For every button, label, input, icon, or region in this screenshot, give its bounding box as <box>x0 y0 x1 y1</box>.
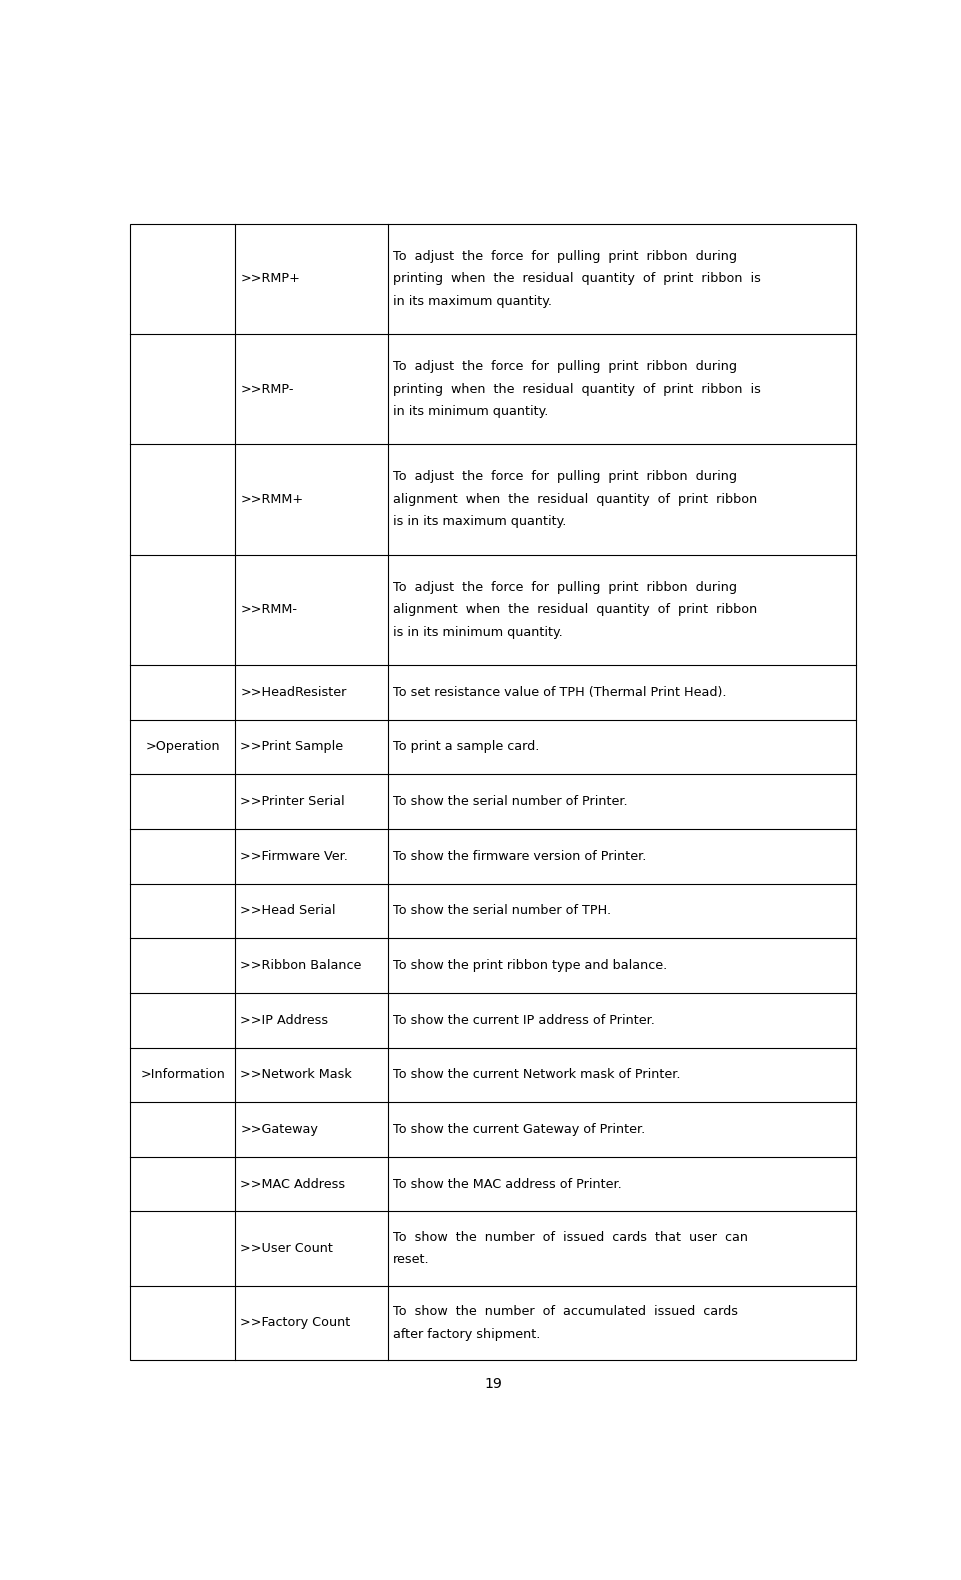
Text: >>IP Address: >>IP Address <box>240 1014 329 1027</box>
Text: To show the MAC address of Printer.: To show the MAC address of Printer. <box>392 1177 621 1191</box>
Text: in its minimum quantity.: in its minimum quantity. <box>392 404 548 419</box>
Text: >>User Count: >>User Count <box>240 1242 333 1255</box>
Text: To show the current Network mask of Printer.: To show the current Network mask of Prin… <box>392 1068 679 1081</box>
Text: >>MAC Address: >>MAC Address <box>240 1177 345 1191</box>
Text: To  adjust  the  force  for  pulling  print  ribbon  during: To adjust the force for pulling print ri… <box>392 360 736 373</box>
Text: To  adjust  the  force  for  pulling  print  ribbon  during: To adjust the force for pulling print ri… <box>392 471 736 483</box>
Text: To  adjust  the  force  for  pulling  print  ribbon  during: To adjust the force for pulling print ri… <box>392 250 736 262</box>
Text: >>RMM-: >>RMM- <box>240 604 297 616</box>
Text: after factory shipment.: after factory shipment. <box>392 1327 540 1340</box>
Text: >>RMP-: >>RMP- <box>240 382 294 395</box>
Text: reset.: reset. <box>392 1253 430 1266</box>
Text: To  adjust  the  force  for  pulling  print  ribbon  during: To adjust the force for pulling print ri… <box>392 581 736 594</box>
Text: >>Head Serial: >>Head Serial <box>240 904 335 918</box>
Text: >>Gateway: >>Gateway <box>240 1123 318 1136</box>
Text: >>Printer Serial: >>Printer Serial <box>240 795 345 807</box>
Text: printing  when  the  residual  quantity  of  print  ribbon  is: printing when the residual quantity of p… <box>392 272 760 286</box>
Text: >>Factory Count: >>Factory Count <box>240 1316 351 1329</box>
Text: 19: 19 <box>483 1378 502 1392</box>
Text: alignment  when  the  residual  quantity  of  print  ribbon: alignment when the residual quantity of … <box>392 493 756 506</box>
Text: To show the serial number of TPH.: To show the serial number of TPH. <box>392 904 610 918</box>
Text: >>Firmware Ver.: >>Firmware Ver. <box>240 850 348 863</box>
Text: >>Network Mask: >>Network Mask <box>240 1068 352 1081</box>
Text: To show the current Gateway of Printer.: To show the current Gateway of Printer. <box>392 1123 645 1136</box>
Text: alignment  when  the  residual  quantity  of  print  ribbon: alignment when the residual quantity of … <box>392 604 756 616</box>
Text: To show the firmware version of Printer.: To show the firmware version of Printer. <box>392 850 646 863</box>
Text: >>Ribbon Balance: >>Ribbon Balance <box>240 959 361 972</box>
Text: To  show  the  number  of  issued  cards  that  user  can: To show the number of issued cards that … <box>392 1231 747 1243</box>
Text: To  show  the  number  of  accumulated  issued  cards: To show the number of accumulated issued… <box>392 1305 737 1318</box>
Text: To show the current IP address of Printer.: To show the current IP address of Printe… <box>392 1014 654 1027</box>
Text: >Information: >Information <box>140 1068 225 1081</box>
Text: >>Print Sample: >>Print Sample <box>240 741 343 754</box>
Text: >>HeadResister: >>HeadResister <box>240 686 347 698</box>
Text: is in its minimum quantity.: is in its minimum quantity. <box>392 626 562 638</box>
Text: >>RMP+: >>RMP+ <box>240 272 300 286</box>
Text: printing  when  the  residual  quantity  of  print  ribbon  is: printing when the residual quantity of p… <box>392 382 760 395</box>
Text: is in its maximum quantity.: is in its maximum quantity. <box>392 515 566 528</box>
Text: To print a sample card.: To print a sample card. <box>392 741 539 754</box>
Text: >Operation: >Operation <box>145 741 220 754</box>
Text: >>RMM+: >>RMM+ <box>240 493 304 506</box>
Text: To show the print ribbon type and balance.: To show the print ribbon type and balanc… <box>392 959 667 972</box>
Text: To show the serial number of Printer.: To show the serial number of Printer. <box>392 795 627 807</box>
Text: To set resistance value of TPH (Thermal Print Head).: To set resistance value of TPH (Thermal … <box>392 686 726 698</box>
Text: in its maximum quantity.: in its maximum quantity. <box>392 295 552 308</box>
